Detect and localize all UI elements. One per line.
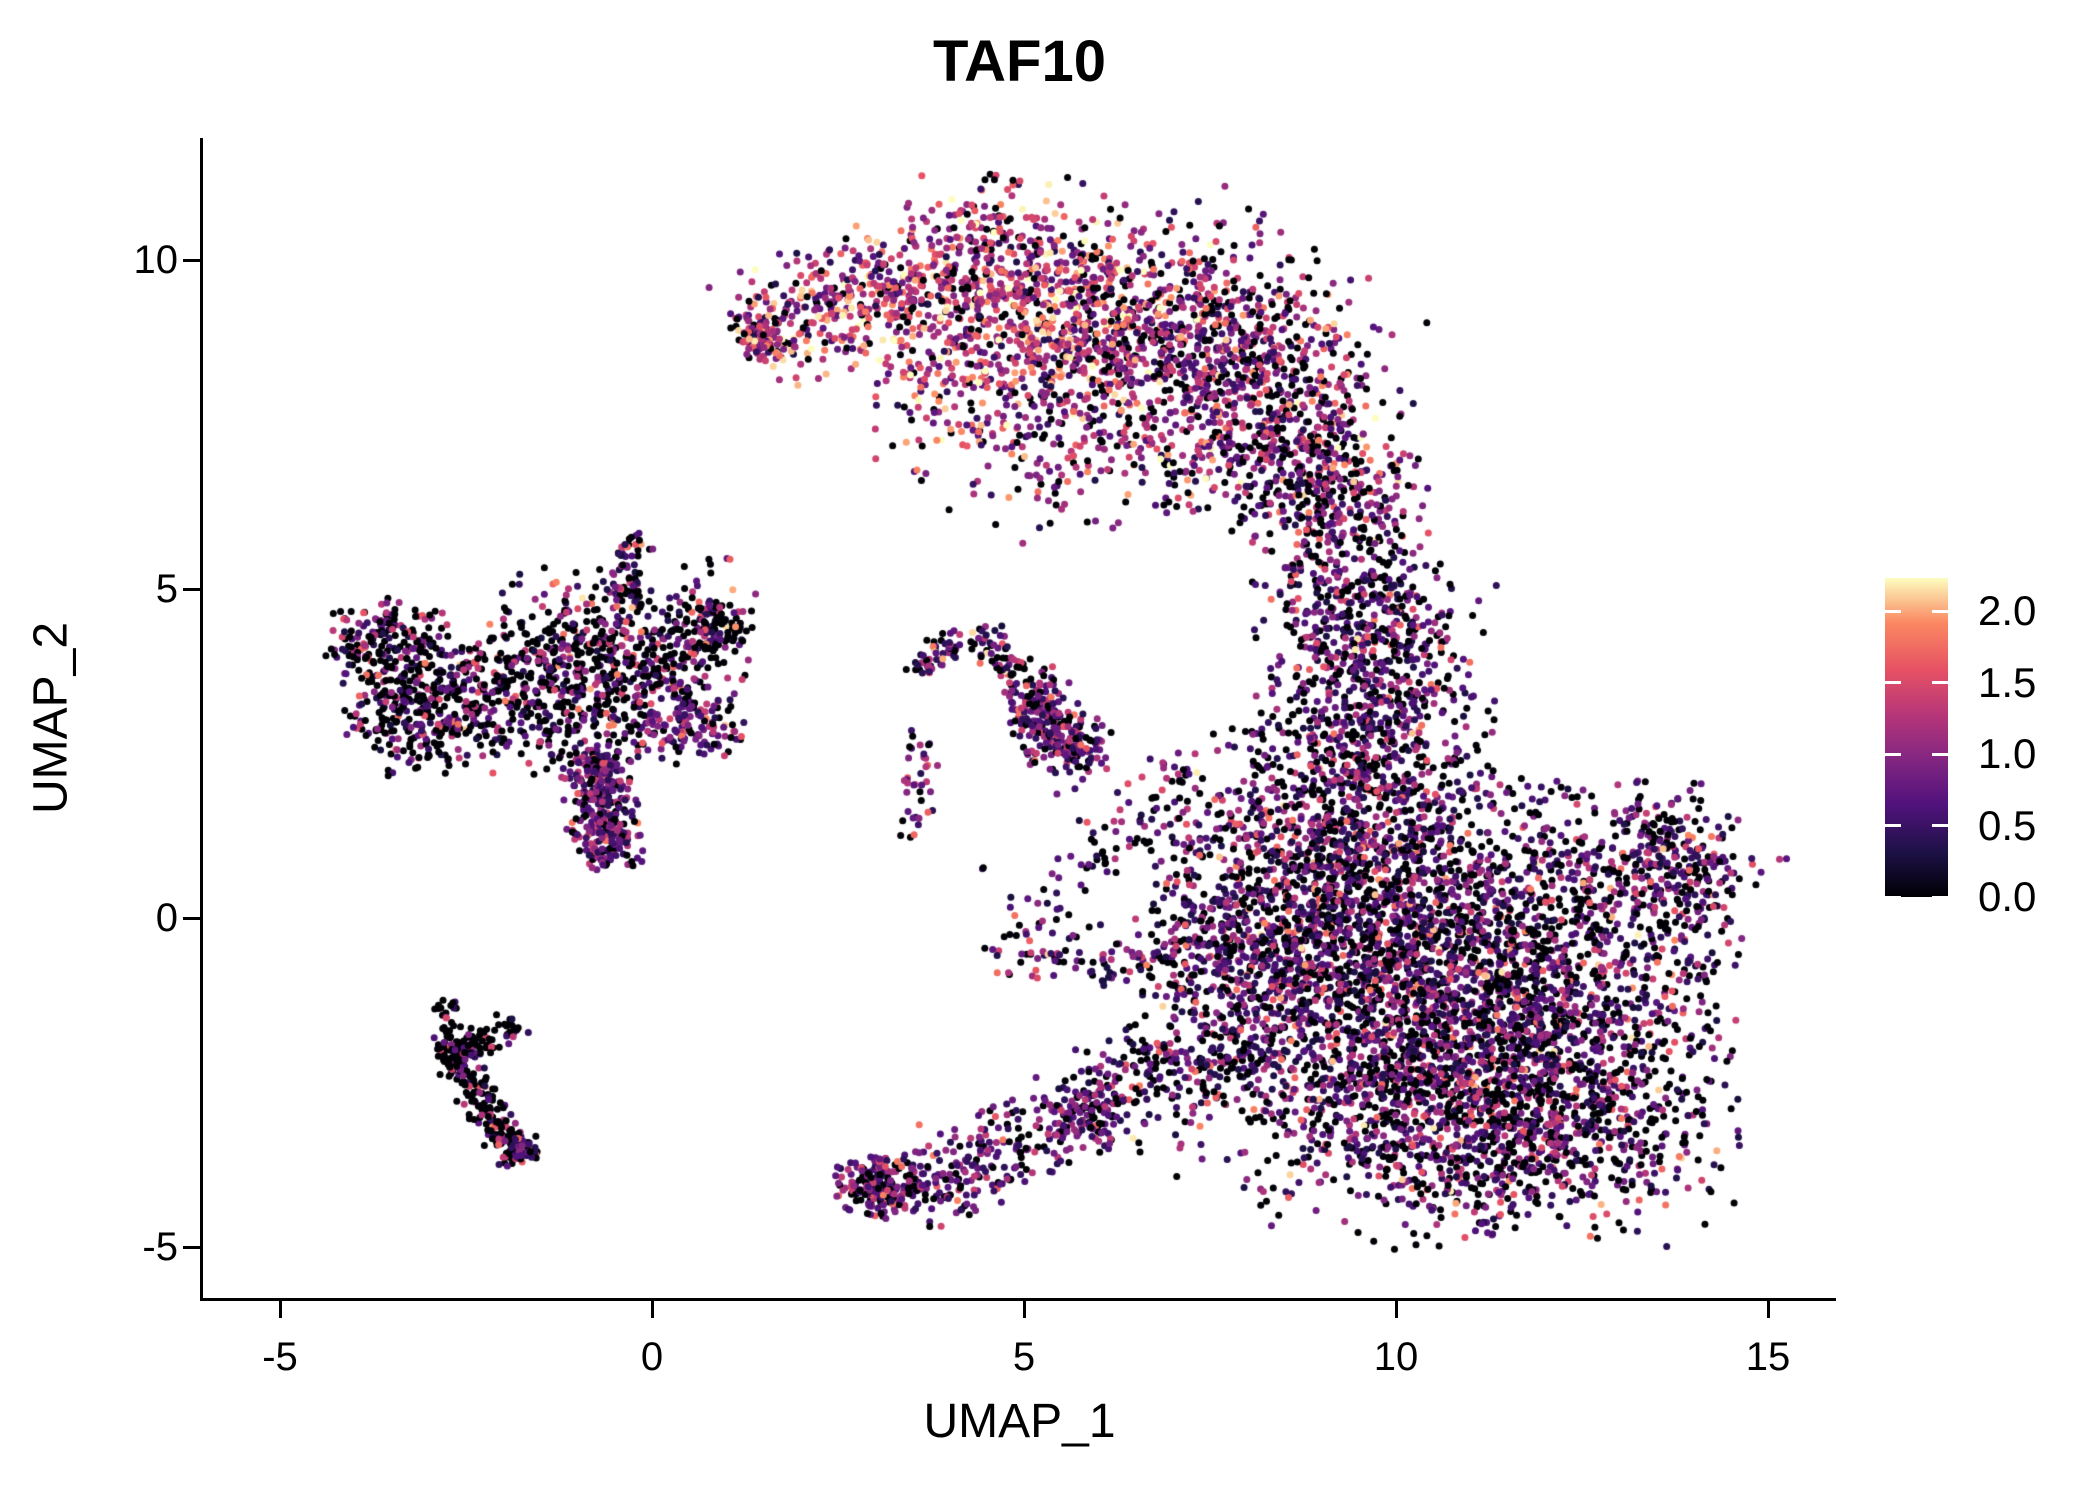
x-tick-label: 10	[1373, 1335, 1419, 1379]
y-tick-mark	[183, 916, 201, 920]
y-tick-mark	[183, 587, 201, 591]
colorbar-tick-right	[1932, 824, 1948, 827]
x-tick-label: 0	[640, 1335, 664, 1379]
x-tick-mark	[1394, 1300, 1398, 1318]
y-axis-title: UMAP_2	[24, 621, 78, 815]
colorbar-tick-right	[1932, 609, 1948, 613]
colorbar-tick-left	[1885, 681, 1901, 684]
x-axis-title: UMAP_1	[923, 1395, 1116, 1448]
colorbar-tick-label: 1.0	[1978, 730, 2037, 777]
colorbar-tick-left	[1885, 895, 1901, 899]
colorbar-tick-label: 0.0	[1978, 873, 2037, 920]
x-tick-label: 15	[1745, 1335, 1791, 1379]
x-tick-mark	[1022, 1300, 1026, 1318]
colorbar	[1885, 578, 1948, 897]
plot-title: TAF10	[933, 29, 1106, 94]
scatter-canvas	[203, 138, 1836, 1298]
x-tick-label: -5	[262, 1335, 298, 1379]
colorbar-tick-label: 0.5	[1978, 801, 2037, 849]
colorbar-tick-right	[1932, 895, 1948, 899]
y-axis-line	[200, 138, 203, 1301]
colorbar-tick-left	[1885, 824, 1901, 827]
x-tick-mark	[278, 1300, 282, 1318]
y-tick-label: 5	[155, 567, 178, 611]
y-tick-mark	[183, 1245, 201, 1249]
x-tick-mark	[650, 1300, 654, 1318]
y-tick-label: 10	[133, 238, 179, 282]
y-tick-label: 0	[155, 896, 178, 940]
colorbar-tick-right	[1932, 752, 1948, 756]
colorbar-tick-left	[1885, 752, 1901, 756]
colorbar-tick-right	[1932, 681, 1948, 684]
x-axis-line	[200, 1298, 1836, 1301]
colorbar-tick-left	[1885, 609, 1901, 613]
plot-panel	[203, 138, 1836, 1298]
x-tick-mark	[1766, 1300, 1770, 1318]
colorbar-tick-label: 2.0	[1978, 587, 2037, 634]
y-tick-label: -5	[142, 1225, 178, 1269]
x-tick-label: 5	[1012, 1335, 1036, 1379]
y-tick-mark	[183, 258, 201, 262]
colorbar-tick-label: 1.5	[1978, 658, 2037, 706]
